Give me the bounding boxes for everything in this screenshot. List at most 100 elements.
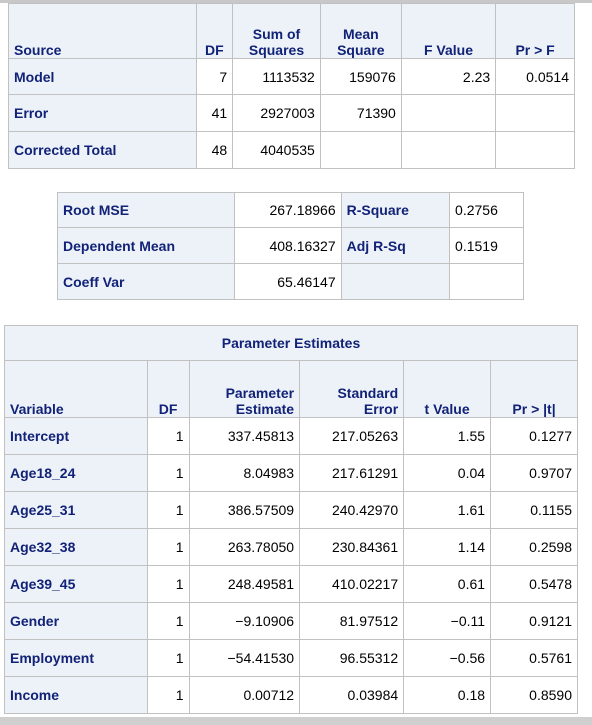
col-header-pr-f: Pr > F [495,3,575,59]
table-row: Employment 1 −54.41530 96.55312 −0.56 0.… [4,639,578,677]
t-cell: 0.61 [403,565,492,603]
table-row: Age32_38 1 263.78050 230.84361 1.14 0.25… [4,528,578,566]
df-cell: 1 [146,639,190,677]
col-header-source: Source [8,3,197,59]
table-row: Model 7 1113532 159076 2.23 0.0514 [8,58,575,95]
table-caption: Parameter Estimates [4,325,578,361]
se-header-line2: Error [363,401,399,417]
table-row: Coeff Var 65.46147 [56,263,524,300]
p-cell: 0.1277 [490,417,578,455]
anova-table: Source DF Sum of Squares Mean Square F Val… [8,3,575,169]
estimate-cell: 337.45813 [188,417,301,455]
table-row: Root MSE 267.18966 R-Square 0.2756 [56,192,524,228]
row-header: Error [8,94,197,132]
row-header: Corrected Total [8,131,197,169]
df-cell: 48 [195,131,234,169]
col-header-variable: Variable [4,360,148,418]
estimate-cell: −9.10906 [188,602,301,640]
col-header-mean-square: Mean Square [319,3,402,59]
row-header: Dependent Mean [56,227,236,264]
col-header-t-value: t Value [403,360,492,418]
p-cell: 0.1155 [490,491,578,529]
f-cell [400,94,497,132]
p-cell [495,94,575,132]
estimate-cell: 263.78050 [188,528,301,566]
row-header: R-Square [340,192,451,228]
se-cell: 240.42970 [299,491,405,529]
t-cell: 0.18 [403,676,492,714]
se-cell: 410.02217 [299,565,405,603]
df-cell: 1 [146,676,190,714]
estimate-cell: 8.04983 [188,454,301,492]
table-row: Age25_31 1 386.57509 240.42970 1.61 0.11… [4,491,578,529]
row-header [340,263,451,300]
col-header-pr-t: Pr > |t| [490,360,578,418]
row-header: Root MSE [56,192,236,228]
col-header-df: DF [146,360,190,418]
row-header: Income [4,676,148,714]
p-cell: 0.5478 [490,565,578,603]
row-header: Age25_31 [4,491,148,529]
ms-cell: 159076 [319,58,402,95]
df-cell: 7 [195,58,234,95]
value-cell [449,263,524,300]
df-cell: 1 [146,528,190,566]
df-cell: 1 [146,417,190,455]
ss-header-line1: Sum of [252,26,301,42]
t-cell: 0.04 [403,454,492,492]
table-row: Intercept 1 337.45813 217.05263 1.55 0.1… [4,417,578,455]
table-row: Age18_24 1 8.04983 217.61291 0.04 0.9707 [4,454,578,492]
row-header: Age18_24 [4,454,148,492]
anova-header-row: Source DF Sum of Squares Mean Square F Val… [8,3,575,59]
col-header-f-value: F Value [400,3,497,59]
p-cell: 0.5761 [490,639,578,677]
value-cell: 0.1519 [449,227,524,264]
ss-cell: 1113532 [232,58,321,95]
ms-cell [319,131,402,169]
value-cell: 408.16327 [234,227,342,264]
p-cell: 0.0514 [495,58,575,95]
row-header: Intercept [4,417,148,455]
se-cell: 230.84361 [299,528,405,566]
df-cell: 1 [146,454,190,492]
se-cell: 0.03984 [299,676,405,714]
df-cell: 41 [195,94,234,132]
p-cell: 0.9707 [490,454,578,492]
params-header-row: Variable DF Parameter Estimate Standard Er… [4,360,578,418]
top-border [0,0,592,3]
p-cell [495,131,575,169]
row-header: Coeff Var [56,263,236,300]
col-header-df: DF [195,3,234,59]
df-cell: 1 [146,602,190,640]
row-header: Model [8,58,197,95]
row-header: Adj R-Sq [340,227,451,264]
value-cell: 267.18966 [234,192,342,228]
estimate-cell: −54.41530 [188,639,301,677]
t-cell: −0.56 [403,639,492,677]
ms-header-line2: Square [337,42,385,58]
df-cell: 1 [146,565,190,603]
f-cell: 2.23 [400,58,497,95]
estimate-header-line2: Estimate [235,401,295,417]
se-cell: 217.61291 [299,454,405,492]
table-row: Income 1 0.00712 0.03984 0.18 0.8590 [4,676,578,714]
se-cell: 217.05263 [299,417,405,455]
p-cell: 0.2598 [490,528,578,566]
table-row: Age39_45 1 248.49581 410.02217 0.61 0.54… [4,565,578,603]
col-header-standard-error: Standard Error [299,360,405,418]
ms-header-line1: Mean [342,26,379,42]
ss-cell: 2927003 [232,94,321,132]
estimate-cell: 386.57509 [188,491,301,529]
row-header: Employment [4,639,148,677]
table-row: Corrected Total 48 4040535 [8,131,575,169]
se-cell: 81.97512 [299,602,405,640]
se-header-line1: Standard [337,385,399,401]
estimate-cell: 248.49581 [188,565,301,603]
parameter-estimates-table: Parameter Estimates Variable DF Paramete… [4,325,578,714]
table-row: Gender 1 −9.10906 81.97512 −0.11 0.9121 [4,602,578,640]
estimate-header-line1: Parameter [225,385,295,401]
fit-statistics-table: Root MSE 267.18966 R-Square 0.2756 Depen… [56,192,524,300]
row-header: Age39_45 [4,565,148,603]
se-cell: 96.55312 [299,639,405,677]
p-cell: 0.9121 [490,602,578,640]
